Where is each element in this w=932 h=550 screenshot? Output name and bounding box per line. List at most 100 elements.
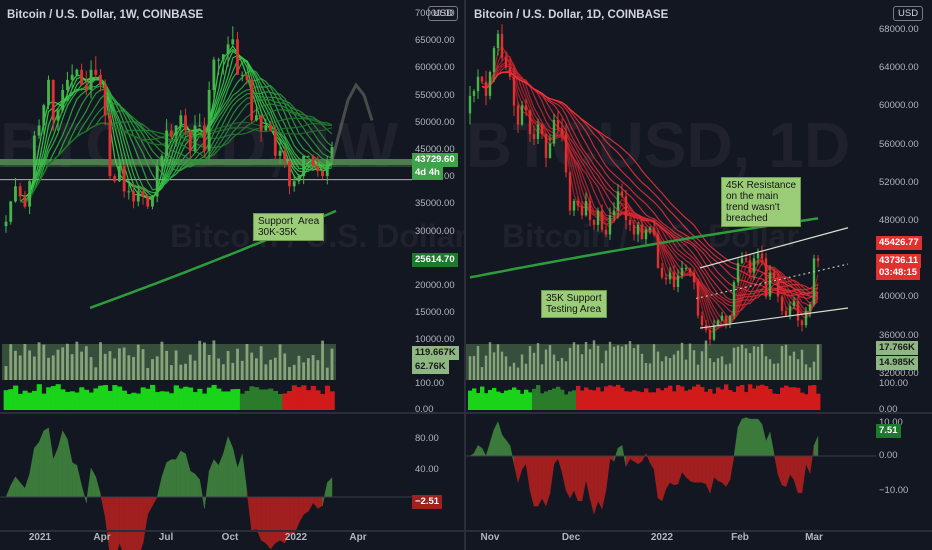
strength-bar [192,392,198,410]
strength-bar [31,390,38,410]
volume-bar [207,354,211,380]
oscillator-area [43,427,49,498]
trend-line [695,263,849,300]
strength-bar [329,391,335,410]
volume-bar [572,342,576,380]
strength-bar [268,388,274,410]
oscillator-area [721,455,727,488]
strength-bar [684,390,689,410]
daily-chart-panel[interactable]: BTCUSD, 1D Bitcoin / U.S. Dollar Bitcoin… [466,0,932,550]
volume-bar [108,351,112,380]
candle-body [652,227,656,235]
candle-body [28,181,32,207]
volume-bar [696,364,700,380]
oscillator-area [573,455,579,501]
strength-bar [263,389,269,410]
candle-body [584,201,588,216]
strength-bar [780,387,785,410]
volume-bar [306,358,310,380]
volume-bar [221,364,225,380]
oscillator-area [757,418,763,457]
oscillator-area [725,455,731,488]
oscillator-area [171,459,177,498]
pane-separator[interactable] [466,530,932,532]
pane-separator[interactable] [0,530,464,532]
support-testing-annotation: 35K Support Testing Area [541,290,607,318]
candle-body [212,59,216,90]
oscillator-area [713,455,719,482]
strength-bar [36,384,42,410]
oscillator-area [705,455,711,493]
volume-bar [122,347,126,380]
oscillator-area [109,496,115,550]
candle-body [524,105,528,111]
candle-body [736,263,740,283]
chart-title: Bitcoin / U.S. Dollar, 1D, COINBASE [474,9,669,21]
oscillator-area [38,430,44,498]
pane-separator[interactable] [0,412,464,414]
weekly-chart-svg[interactable] [0,0,464,550]
currency-button[interactable]: USD [893,6,924,21]
volume-bar [764,356,768,380]
pane-separator[interactable] [466,412,932,414]
strength-bar [796,387,801,410]
oscillator-area [553,455,559,465]
candle-body [520,105,524,125]
strength-bar [164,391,170,410]
oscillator-area [689,455,695,483]
candle-body [648,227,652,230]
countdown-label: 03:48:15 [876,266,921,280]
ma-ribbon-line [20,60,333,204]
volume-bar [160,341,164,380]
candle-body [480,76,484,82]
oscillator-axis-tick: −10.00 [879,485,909,496]
oscillator-area [733,426,739,457]
volume-bar [744,348,748,380]
strength-bar [740,384,745,410]
volume-bar [772,363,776,380]
currency-button[interactable]: USD [428,6,459,21]
volume-bar [151,359,154,380]
volume-bar [47,357,50,380]
volume-bar [560,357,564,380]
strength-bar [800,392,805,410]
volume-bar [652,344,656,380]
strength-bar [580,390,585,410]
volume-bar [184,363,187,380]
volume-bar [169,365,173,380]
strength-axis-tick: 0.00 [879,404,898,415]
panel-divider[interactable] [464,0,466,550]
oscillator-area [76,465,82,498]
volume-bar [174,350,178,380]
volume-bar [624,344,628,380]
weekly-chart-panel[interactable]: BTCUSD, 1W Bitcoin / U.S. Dollar Bitcoin… [0,0,467,550]
strength-bar [816,393,821,410]
strength-bar [183,386,189,410]
strength-bar [225,391,231,410]
volume-bar [548,345,552,380]
volume-bar [788,355,792,380]
candle-body [32,135,36,182]
candle-body [278,150,282,156]
candle-body [127,191,131,193]
strength-bar [468,390,473,410]
strength-bar [74,392,80,410]
candle-body [588,201,592,221]
candle-body [700,315,704,326]
candle-body [316,166,320,172]
strength-bar [3,390,9,410]
candle-body [37,125,41,136]
volume-bar [259,346,263,380]
oscillator-area [166,459,172,498]
volume-bar [728,363,732,380]
volume-bar [800,349,804,380]
price-axis-tick: 36000.00 [879,329,919,341]
oscillator-area [805,455,811,474]
daily-chart-svg[interactable] [466,0,932,550]
candle-body [14,186,17,202]
oscillator-area [605,455,611,491]
volume-bar [240,360,244,380]
candle-body [302,155,306,177]
candle-body [155,166,159,197]
strength-bar [46,387,52,410]
